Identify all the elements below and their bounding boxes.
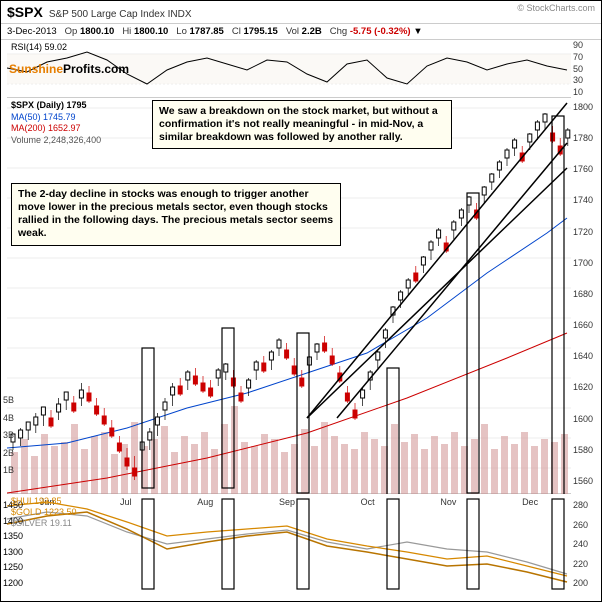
annotation-1: We saw a breakdown on the stock market, … (152, 100, 452, 149)
chart-header: $SPX S&P 500 Large Cap Index INDX © Stoc… (1, 1, 601, 24)
lower-legend: $HUI 193.85 $GOLD 1223.50 $SILVER 19.11 (11, 496, 77, 528)
site-logo: SunshineProfits.com (9, 62, 129, 76)
date: 3-Dec-2013 (7, 26, 57, 37)
rsi-label: RSI(14) 59.02 (11, 42, 67, 52)
main-chart-panel: $SPX (Daily) 1795 MA(50) 1745.79 MA(200)… (7, 98, 571, 494)
volume-y-axis: 5B4B3B2B1B (3, 395, 14, 475)
lower-y-right: 280260240220200 (573, 500, 599, 588)
rsi-y-axis: 9070503010 (573, 40, 599, 97)
ticker-symbol: $SPX (7, 4, 43, 20)
metals-chart (7, 494, 571, 594)
lower-panel: $HUI 193.85 $GOLD 1223.50 $SILVER 19.11 … (7, 494, 571, 594)
annotation-2: The 2-day decline in stocks was enough t… (11, 183, 341, 246)
ohlc-row: 3-Dec-2013 Op 1800.10 Hi 1800.10 Lo 1787… (1, 24, 601, 40)
watermark: © StockCharts.com (517, 3, 595, 13)
change-value: -5.75 (-0.32%) (350, 26, 411, 37)
price-y-axis: 1800178017601740172017001680166016401620… (573, 102, 599, 486)
main-legend: $SPX (Daily) 1795 MA(50) 1745.79 MA(200)… (11, 100, 101, 147)
ticker-desc: S&P 500 Large Cap Index INDX (49, 9, 192, 20)
price-chart (7, 98, 571, 494)
rsi-panel: RSI(14) 59.02 SunshineProfits.com 907050… (7, 40, 571, 98)
